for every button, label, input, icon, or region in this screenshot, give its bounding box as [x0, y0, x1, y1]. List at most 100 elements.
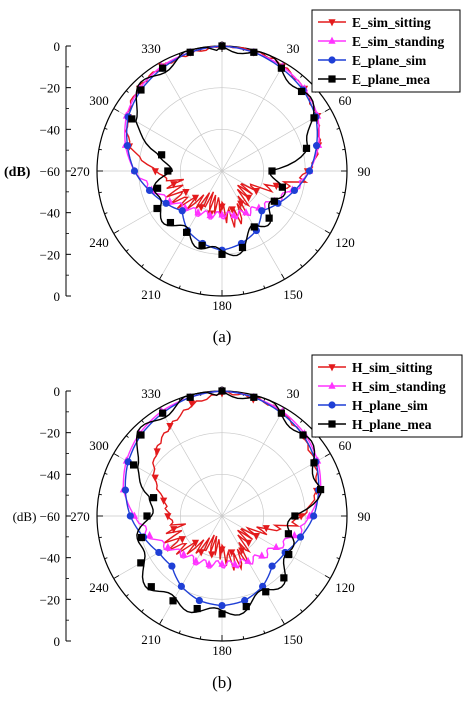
- legend-label: E_sim_sitting: [352, 15, 431, 30]
- polar-grid-spoke: [221, 515, 285, 625]
- data-point-marker: [137, 533, 146, 542]
- polar-angle-tick-mark: [113, 108, 120, 112]
- angle-tick-label: 180: [212, 298, 232, 313]
- radial-tick-label: −20: [40, 426, 60, 441]
- data-point-marker: [143, 512, 151, 520]
- legend-label: H_sim_standing: [352, 379, 446, 394]
- polar-angle-tick-mark: [141, 74, 144, 78]
- legend-label: H_sim_sitting: [352, 360, 433, 375]
- data-point-marker: [191, 194, 200, 202]
- data-point-marker: [137, 431, 145, 439]
- data-point-marker: [252, 532, 260, 541]
- angle-tick-label: 90: [358, 509, 371, 524]
- legend: E_sim_sitting E_sim_standing E_plane_sim E_…: [311, 9, 461, 93]
- data-point-marker: [250, 223, 258, 231]
- polar-angle-tick-mark: [300, 609, 303, 613]
- polar-angle-tick-mark: [199, 291, 202, 295]
- legend-marker: [328, 381, 336, 389]
- polar-grid-spoke: [159, 515, 223, 625]
- data-point-marker: [291, 512, 299, 520]
- polar-angle-tick-mark: [178, 285, 181, 289]
- data-point-marker: [317, 485, 325, 494]
- radial-tick-label: −60: [40, 164, 60, 179]
- polar-angle-tick-mark: [263, 285, 266, 289]
- legend-marker: [328, 364, 336, 372]
- polar-grid-spoke: [221, 62, 285, 172]
- polar-angle-tick-mark: [315, 249, 319, 252]
- data-point-marker: [238, 547, 246, 555]
- data-point-marker: [195, 596, 203, 605]
- panel-label: (a): [213, 327, 232, 346]
- polar-angle-tick-mark: [242, 636, 245, 640]
- data-point-marker: [218, 250, 226, 258]
- polar-angle-tick-mark: [141, 419, 144, 423]
- angle-tick-label: 300: [89, 93, 109, 108]
- angle-tick-label: 210: [141, 632, 161, 647]
- data-point-marker: [160, 497, 168, 505]
- angle-tick-label: 300: [89, 438, 109, 453]
- data-point-marker: [312, 142, 321, 150]
- data-point-marker: [191, 539, 200, 547]
- data-point-marker: [244, 194, 253, 202]
- angle-tick-label: 240: [89, 580, 109, 595]
- polar-angle-tick-mark: [104, 212, 108, 215]
- angle-tick-label: 60: [338, 93, 351, 108]
- data-point-marker: [228, 206, 236, 214]
- data-point-marker: [237, 200, 245, 208]
- data-point-marker: [258, 207, 266, 215]
- polar-angle-tick-mark: [159, 618, 163, 625]
- data-point-marker: [208, 551, 216, 559]
- data-point-marker: [205, 559, 213, 568]
- polar-angle-tick-mark: [125, 435, 129, 438]
- polar-angle-tick-mark: [315, 594, 319, 597]
- radial-tick-label: −20: [40, 592, 60, 607]
- data-point-marker: [197, 204, 205, 212]
- data-point-marker: [126, 512, 134, 520]
- data-point-marker: [164, 513, 172, 521]
- radial-tick-label: −40: [40, 206, 60, 221]
- angle-tick-label: 120: [335, 235, 355, 250]
- panel-label: (b): [212, 673, 232, 692]
- polar-angle-tick-mark: [125, 249, 129, 252]
- data-point-marker: [244, 539, 253, 547]
- data-point-marker: [169, 597, 177, 605]
- data-point-marker: [154, 184, 162, 192]
- polar-angle-tick-mark: [104, 127, 108, 130]
- data-point-marker: [218, 203, 226, 211]
- radial-tick-label: (dB) −60: [13, 509, 60, 524]
- polar-angle-tick-mark: [281, 618, 285, 625]
- legend-marker: [328, 56, 336, 64]
- angle-tick-label: 60: [338, 438, 351, 453]
- series-line: [135, 45, 315, 257]
- polar-angle-tick-mark: [336, 212, 340, 215]
- data-point-marker: [250, 393, 258, 401]
- radial-tick-label: −40: [40, 551, 60, 566]
- polar-angle-tick-mark: [342, 493, 346, 496]
- polar-angle-tick-mark: [242, 291, 245, 295]
- data-point-marker: [182, 228, 191, 236]
- data-point-marker: [218, 42, 226, 50]
- data-point-marker: [296, 533, 305, 541]
- polar-angle-tick-mark: [178, 630, 181, 634]
- polar-angle-tick-mark: [342, 148, 346, 151]
- radial-tick-label: 0: [54, 39, 61, 54]
- polar-angle-tick-mark: [98, 148, 102, 151]
- data-point-marker: [129, 461, 138, 469]
- polar-angle-tick-mark: [113, 575, 120, 579]
- polar-angle-tick-mark: [336, 557, 340, 560]
- data-point-marker: [166, 422, 174, 431]
- data-point-marker: [290, 531, 299, 539]
- data-point-marker: [147, 583, 155, 591]
- legend-marker: [328, 401, 336, 409]
- data-point-marker: [218, 546, 226, 554]
- data-point-marker: [182, 189, 190, 197]
- polar-angle-tick-mark: [104, 557, 108, 560]
- radial-tick-label: −40: [40, 122, 60, 137]
- series-E_sim_sitting: [124, 43, 323, 228]
- data-point-marker: [153, 204, 161, 213]
- data-point-marker: [231, 559, 239, 568]
- polar-angle-tick-mark: [141, 264, 144, 268]
- data-point-marker: [297, 87, 306, 96]
- angle-tick-label: 330: [141, 386, 161, 401]
